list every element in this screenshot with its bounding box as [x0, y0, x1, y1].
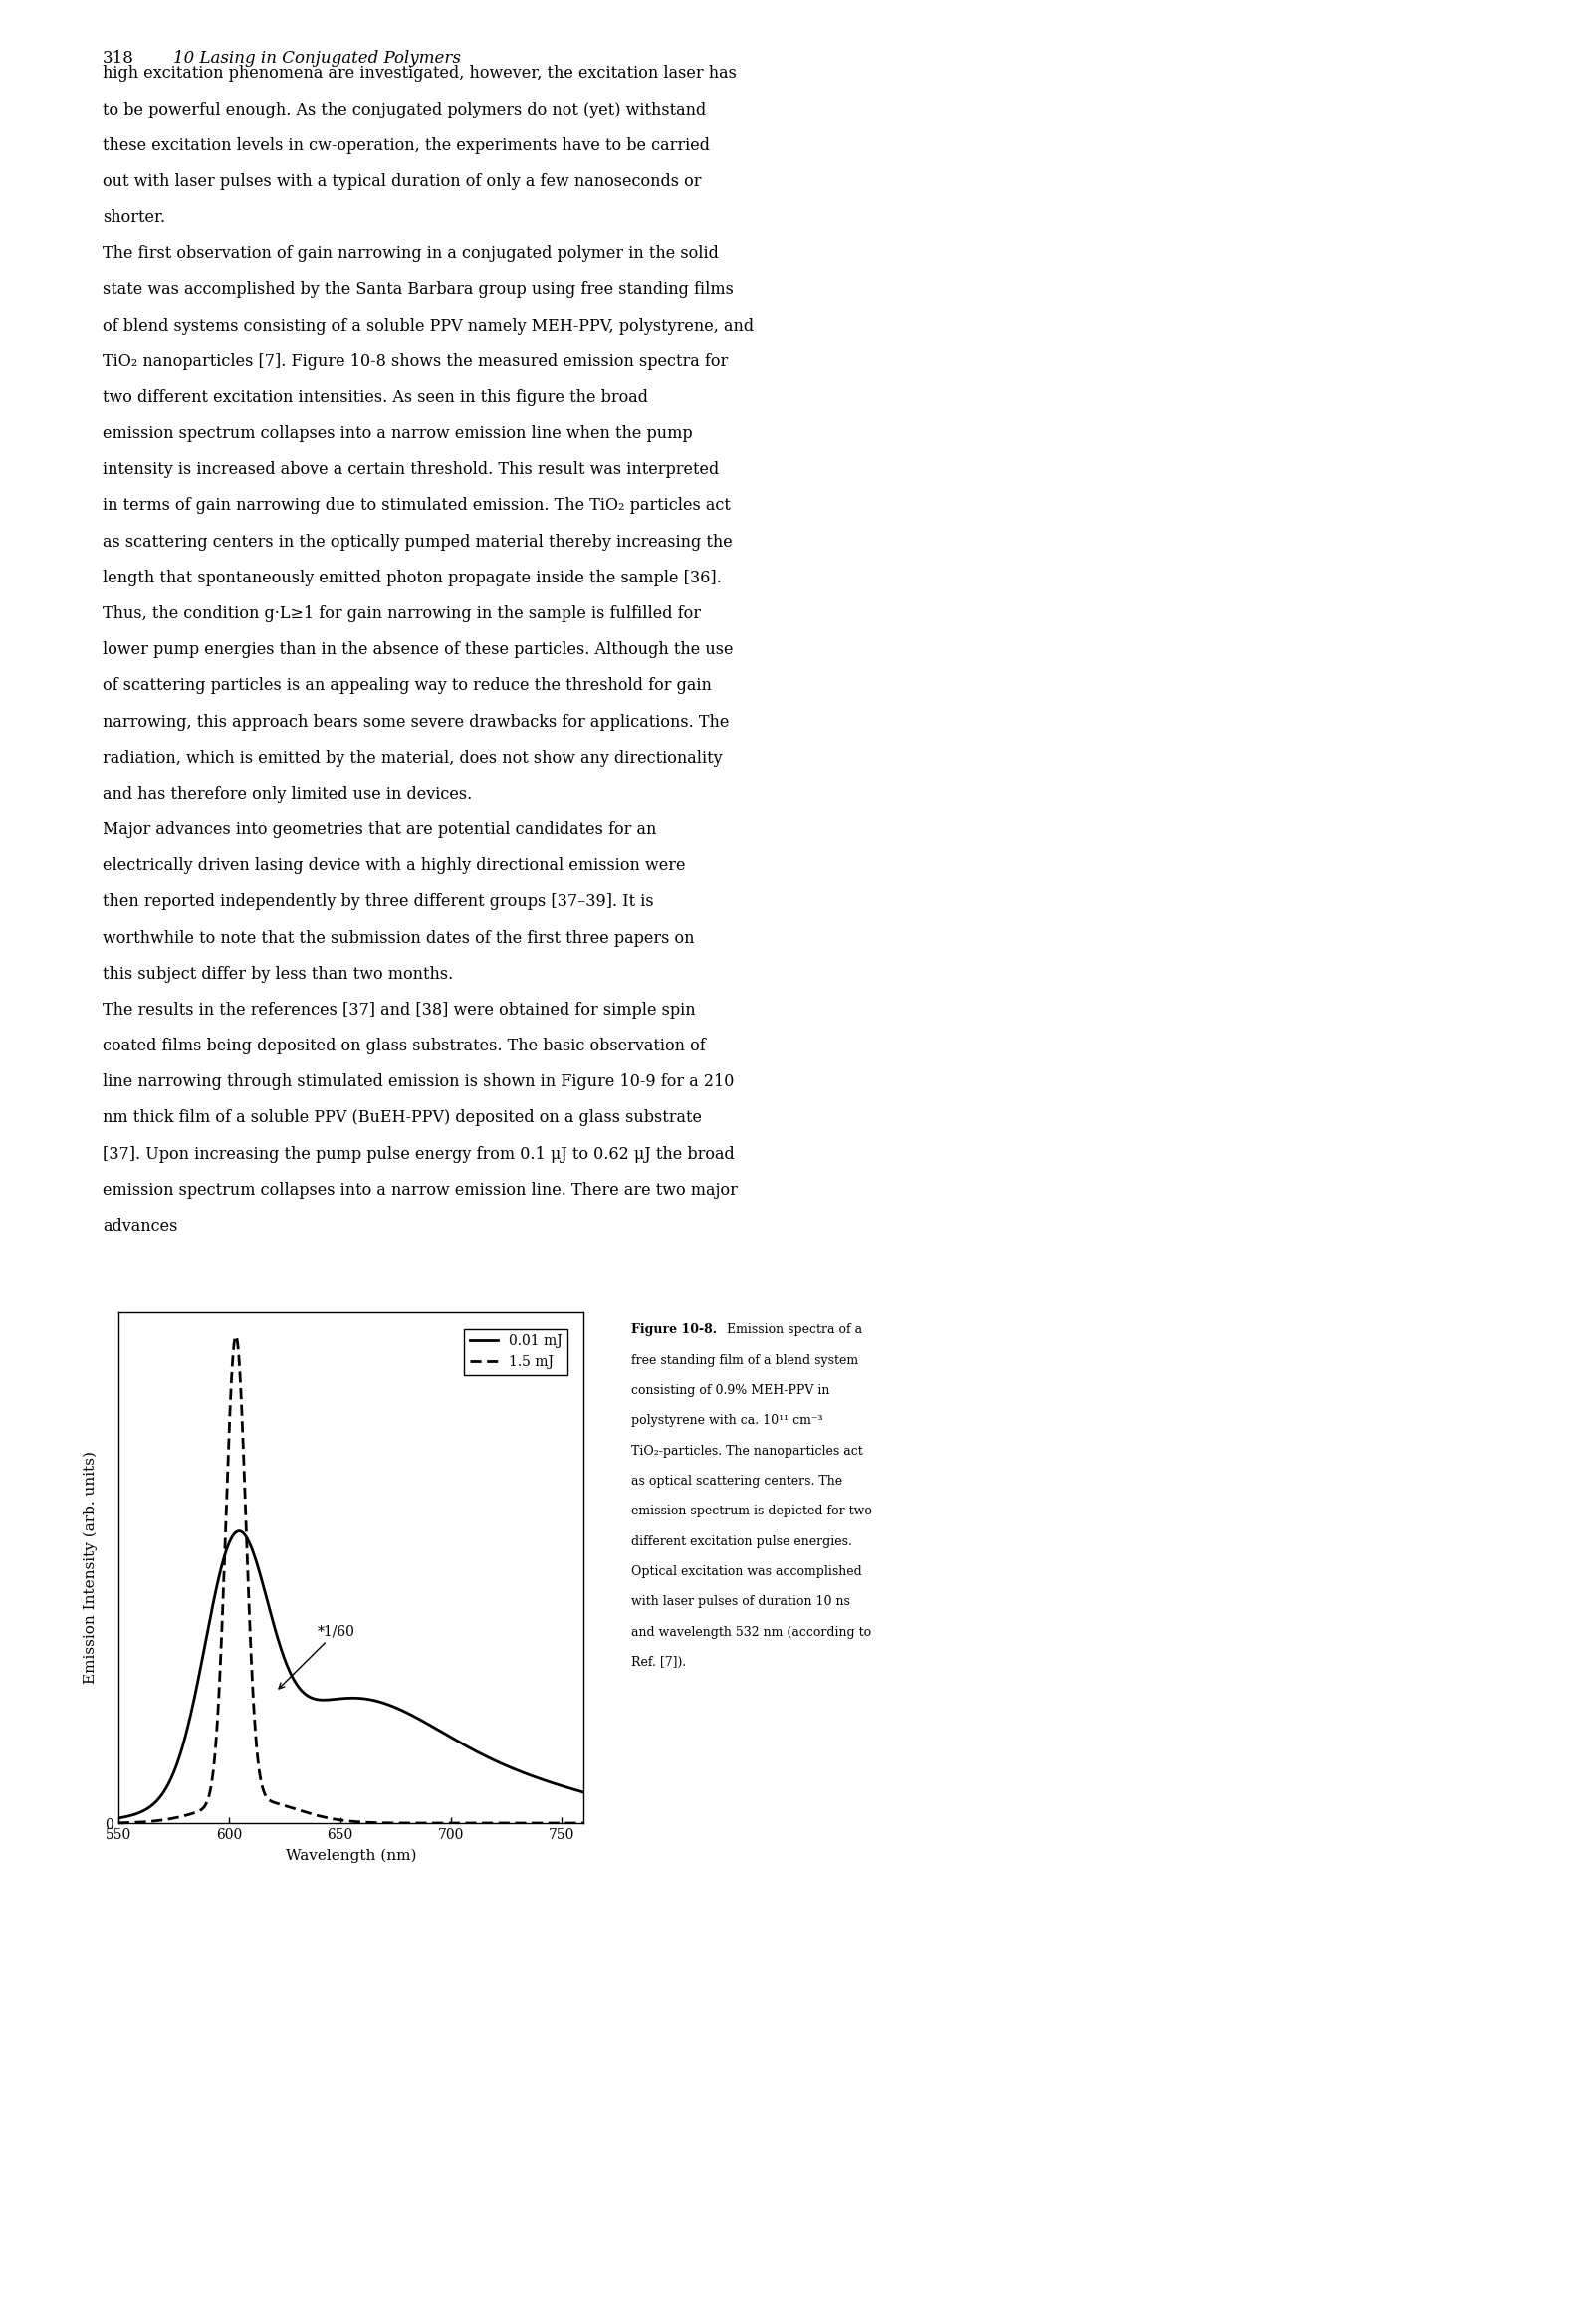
Text: these excitation levels in cw-operation, the experiments have to be carried: these excitation levels in cw-operation,…: [103, 137, 710, 153]
Text: emission spectrum collapses into a narrow emission line when the pump: emission spectrum collapses into a narro…: [103, 425, 693, 442]
Text: then reported independently by three different groups [37–39]. It is: then reported independently by three dif…: [103, 895, 653, 911]
Text: Optical excitation was accomplished: Optical excitation was accomplished: [631, 1566, 862, 1578]
Text: Emission spectra of a: Emission spectra of a: [723, 1322, 862, 1336]
Text: The results in the references [37] and [38] were obtained for simple spin: The results in the references [37] and […: [103, 1002, 696, 1018]
Text: as scattering centers in the optically pumped material thereby increasing the: as scattering centers in the optically p…: [103, 532, 732, 551]
Text: line narrowing through stimulated emission is shown in Figure 10-9 for a 210: line narrowing through stimulated emissi…: [103, 1074, 734, 1090]
Y-axis label: Emission Intensity (arb. units): Emission Intensity (arb. units): [84, 1450, 98, 1685]
Text: nm thick film of a soluble PPV (BuEH-PPV) deposited on a glass substrate: nm thick film of a soluble PPV (BuEH-PPV…: [103, 1111, 702, 1127]
Text: and wavelength 532 nm (according to: and wavelength 532 nm (according to: [631, 1627, 871, 1638]
Text: radiation, which is emitted by the material, does not show any directionality: radiation, which is emitted by the mater…: [103, 748, 723, 767]
Text: Thus, the condition g·L≥1 for gain narrowing in the sample is fulfilled for: Thus, the condition g·L≥1 for gain narro…: [103, 604, 701, 623]
Text: Major advances into geometries that are potential candidates for an: Major advances into geometries that are …: [103, 823, 656, 839]
Text: Ref. [7]).: Ref. [7]).: [631, 1655, 686, 1669]
Text: The first observation of gain narrowing in a conjugated polymer in the solid: The first observation of gain narrowing …: [103, 246, 718, 263]
Text: of blend systems consisting of a soluble PPV namely MEH-PPV, polystyrene, and: of blend systems consisting of a soluble…: [103, 316, 754, 335]
Text: emission spectrum is depicted for two: emission spectrum is depicted for two: [631, 1506, 873, 1518]
Text: to be powerful enough. As the conjugated polymers do not (yet) withstand: to be powerful enough. As the conjugated…: [103, 100, 705, 119]
Text: of scattering particles is an appealing way to reduce the threshold for gain: of scattering particles is an appealing …: [103, 679, 712, 695]
Legend: 0.01 mJ, 1.5 mJ: 0.01 mJ, 1.5 mJ: [464, 1329, 568, 1376]
Text: advances: advances: [103, 1218, 178, 1234]
Text: two different excitation intensities. As seen in this figure the broad: two different excitation intensities. As…: [103, 388, 649, 407]
Text: polystyrene with ca. 10¹¹ cm⁻³: polystyrene with ca. 10¹¹ cm⁻³: [631, 1413, 822, 1427]
Text: different excitation pulse energies.: different excitation pulse energies.: [631, 1534, 852, 1548]
Text: this subject differ by less than two months.: this subject differ by less than two mon…: [103, 967, 453, 983]
Text: and has therefore only limited use in devices.: and has therefore only limited use in de…: [103, 786, 472, 802]
Text: lower pump energies than in the absence of these particles. Although the use: lower pump energies than in the absence …: [103, 641, 734, 658]
Text: TiO₂-particles. The nanoparticles act: TiO₂-particles. The nanoparticles act: [631, 1443, 863, 1457]
Text: electrically driven lasing device with a highly directional emission were: electrically driven lasing device with a…: [103, 858, 685, 874]
Text: high excitation phenomena are investigated, however, the excitation laser has: high excitation phenomena are investigat…: [103, 65, 737, 81]
Text: in terms of gain narrowing due to stimulated emission. The TiO₂ particles act: in terms of gain narrowing due to stimul…: [103, 497, 731, 514]
Text: intensity is increased above a certain threshold. This result was interpreted: intensity is increased above a certain t…: [103, 460, 720, 479]
X-axis label: Wavelength (nm): Wavelength (nm): [286, 1850, 417, 1864]
Text: shorter.: shorter.: [103, 209, 166, 225]
Text: length that spontaneously emitted photon propagate inside the sample [36].: length that spontaneously emitted photon…: [103, 569, 721, 586]
Text: out with laser pulses with a typical duration of only a few nanoseconds or: out with laser pulses with a typical dur…: [103, 172, 701, 191]
Text: state was accomplished by the Santa Barbara group using free standing films: state was accomplished by the Santa Barb…: [103, 281, 734, 297]
Text: 318: 318: [103, 49, 134, 67]
Text: Figure 10-8.: Figure 10-8.: [631, 1322, 716, 1336]
Text: 10 Lasing in Conjugated Polymers: 10 Lasing in Conjugated Polymers: [174, 49, 461, 67]
Text: [37]. Upon increasing the pump pulse energy from 0.1 μJ to 0.62 μJ the broad: [37]. Upon increasing the pump pulse ene…: [103, 1146, 734, 1162]
Text: *1/60: *1/60: [279, 1624, 355, 1690]
Text: consisting of 0.9% MEH-PPV in: consisting of 0.9% MEH-PPV in: [631, 1383, 830, 1397]
Text: coated films being deposited on glass substrates. The basic observation of: coated films being deposited on glass su…: [103, 1037, 705, 1055]
Text: TiO₂ nanoparticles [7]. Figure 10-8 shows the measured emission spectra for: TiO₂ nanoparticles [7]. Figure 10-8 show…: [103, 353, 727, 370]
Text: with laser pulses of duration 10 ns: with laser pulses of duration 10 ns: [631, 1594, 851, 1608]
Text: as optical scattering centers. The: as optical scattering centers. The: [631, 1476, 843, 1487]
Text: free standing film of a blend system: free standing film of a blend system: [631, 1353, 858, 1367]
Text: emission spectrum collapses into a narrow emission line. There are two major: emission spectrum collapses into a narro…: [103, 1181, 737, 1199]
Text: worthwhile to note that the submission dates of the first three papers on: worthwhile to note that the submission d…: [103, 930, 694, 946]
Text: narrowing, this approach bears some severe drawbacks for applications. The: narrowing, this approach bears some seve…: [103, 713, 729, 730]
